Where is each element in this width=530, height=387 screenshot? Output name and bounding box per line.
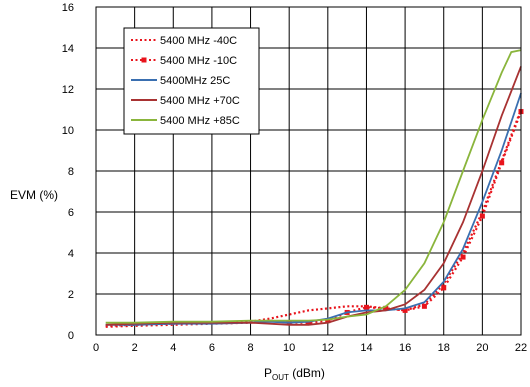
x-tick-label: 0	[93, 342, 99, 354]
series-line-5	[105, 49, 522, 324]
x-tick-label: 8	[247, 342, 253, 354]
x-tick-label: 2	[132, 342, 138, 354]
x-tick-label: 22	[515, 342, 527, 354]
plot-frame	[95, 6, 522, 336]
x-axis-label: POUT (dBm)	[264, 366, 325, 382]
x-tick-label: 14	[360, 342, 372, 354]
series-2-marker	[460, 254, 466, 260]
legend-label-2: 5400 MHz -10C	[160, 55, 237, 67]
y-tick-label: 8	[68, 166, 74, 178]
legend: 5400 MHz -40C 5400 MHz -10C 5400MHz 25C 540…	[123, 27, 260, 135]
grid	[96, 7, 521, 335]
y-tick-labels: 0 2 4 6 8 10 12 14 16	[62, 2, 74, 342]
x-axis-label-main: P	[264, 366, 272, 380]
series-2-marker	[306, 320, 311, 326]
x-tick-label: 10	[283, 342, 295, 354]
x-tick-label: 16	[399, 342, 411, 354]
series-2-marker	[441, 285, 447, 291]
series-line-1	[105, 109, 523, 327]
series-line-3	[105, 92, 522, 326]
legend-label-3: 5400MHz 25C	[160, 75, 230, 87]
y-tick-label: 4	[68, 248, 74, 260]
x-tick-label: 18	[438, 342, 450, 354]
x-tick-label: 4	[170, 342, 176, 354]
series-2-marker	[402, 307, 408, 313]
legend-label-5: 5400 MHz +85C	[160, 115, 240, 127]
x-tick-label: 12	[322, 342, 334, 354]
y-tick-label: 0	[68, 330, 74, 342]
series-2-marker	[421, 303, 427, 309]
legend-marker	[141, 57, 147, 63]
y-tick-label: 2	[68, 289, 74, 301]
series-2-marker	[383, 305, 389, 311]
y-axis-label: EVM (%)	[10, 188, 58, 202]
x-axis-label-sub: OUT	[272, 373, 289, 382]
x-tick-label: 20	[476, 342, 488, 354]
y-tick-label: 12	[62, 84, 74, 96]
series-2-marker	[499, 160, 505, 166]
series-2-marker	[325, 318, 331, 324]
x-tick-labels: 0 2 4 6 8 10 12 14 16 18 20 22	[93, 342, 527, 354]
y-tick-label: 6	[68, 207, 74, 219]
legend-label-1: 5400 MHz -40C	[160, 35, 237, 47]
series-line-2	[105, 111, 523, 328]
x-tick-label: 6	[209, 342, 215, 354]
y-tick-label: 14	[62, 43, 74, 55]
y-tick-label: 16	[62, 2, 74, 14]
series-2-marker	[363, 304, 369, 310]
series-2-marker	[479, 213, 485, 219]
legend-label-4: 5400 MHz +70C	[160, 95, 240, 107]
x-axis-label-unit: (dBm)	[289, 366, 325, 380]
y-tick-label: 10	[62, 125, 74, 137]
